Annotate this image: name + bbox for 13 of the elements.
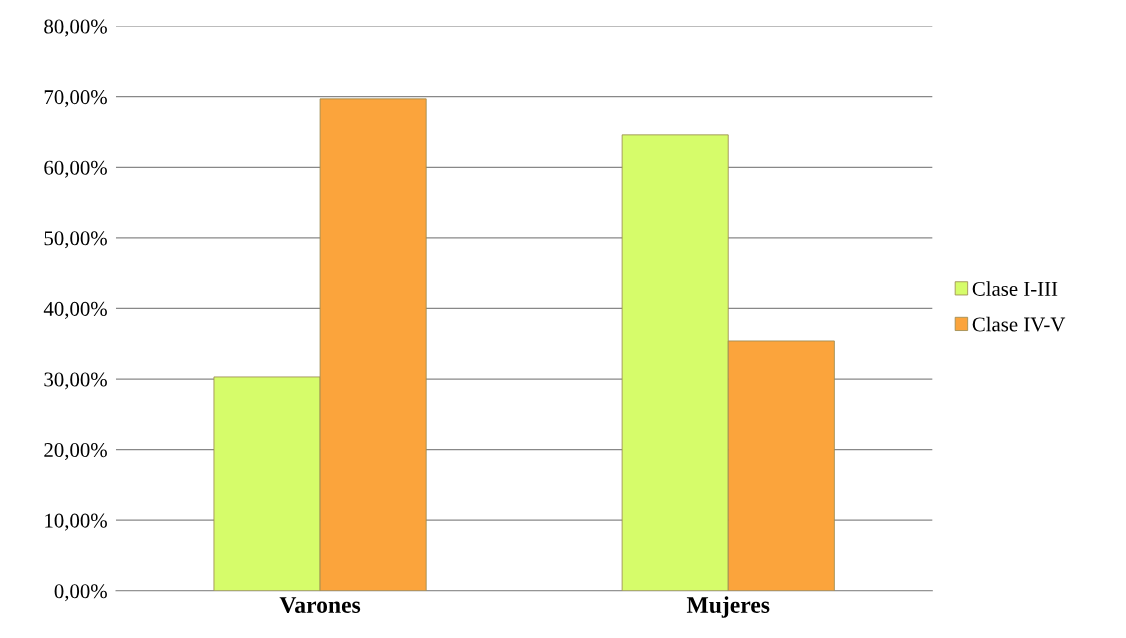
y-tick-label: 30,00% bbox=[44, 372, 107, 390]
y-tick-label: 20,00% bbox=[44, 443, 107, 461]
legend-label: Clase I-III bbox=[972, 281, 1058, 296]
y-tick-label: 80,00% bbox=[44, 19, 107, 37]
x-tick-label: Varones bbox=[279, 597, 361, 614]
y-tick-label: 70,00% bbox=[44, 90, 107, 108]
y-tick-label: 0,00% bbox=[54, 584, 107, 602]
y-tick-label: 60,00% bbox=[44, 160, 107, 178]
y-tick-label: 10,00% bbox=[45, 513, 107, 531]
y-tick-label: 50,00% bbox=[44, 231, 107, 249]
legend-label: Clase IV-V bbox=[972, 316, 1066, 332]
x-tick-label: Mujeres bbox=[686, 596, 770, 618]
y-tick-label: 40,00% bbox=[43, 301, 107, 319]
